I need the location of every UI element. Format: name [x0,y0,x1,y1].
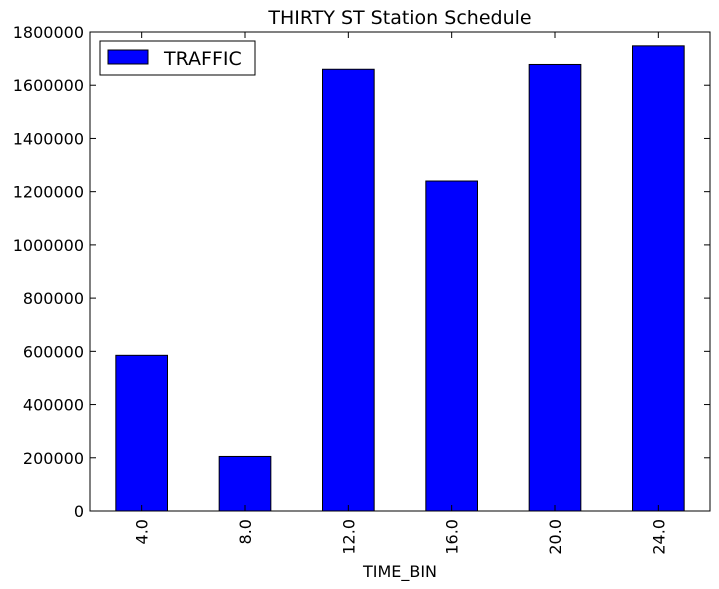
bar-12.0 [322,68,375,512]
legend-label-traffic: TRAFFIC [163,48,242,70]
y-tick-label: 1600000 [13,76,84,95]
x-tick-label: 20.0 [546,519,565,555]
bar-24.0 [632,45,685,512]
y-tick-label: 200000 [23,449,84,468]
x-axis: 4.0 8.0 12.0 16.0 20.0 24.0 [133,32,668,555]
y-tick-label: 1400000 [13,129,84,148]
x-tick-label: 16.0 [443,519,462,555]
chart-title: THIRTY ST Station Schedule [267,7,531,29]
y-tick-label: 400000 [23,396,84,415]
y-tick-label: 0 [74,502,84,521]
y-tick-label: 600000 [23,342,84,361]
bar-8.0 [218,455,272,512]
x-tick-label: 12.0 [339,519,358,555]
x-axis-label: TIME_BIN [362,562,437,582]
y-tick-label: 1800000 [13,23,84,42]
bars-group [115,45,685,512]
x-tick-label: 4.0 [133,519,152,544]
legend: TRAFFIC [99,40,256,76]
x-tick-label: 8.0 [236,519,255,544]
plot-frame [89,31,711,512]
y-tick-label: 800000 [23,289,84,308]
y-tick-label: 1200000 [13,183,84,202]
bar-16.0 [425,180,478,512]
y-axis: 0 200000 400000 600000 800000 1000000 1200000 1… [13,23,710,521]
y-tick-label: 1000000 [13,236,84,255]
bar-4.0 [115,354,168,512]
bar-20.0 [528,63,582,512]
x-tick-label: 24.0 [649,519,668,555]
legend-swatch-traffic [107,49,149,65]
